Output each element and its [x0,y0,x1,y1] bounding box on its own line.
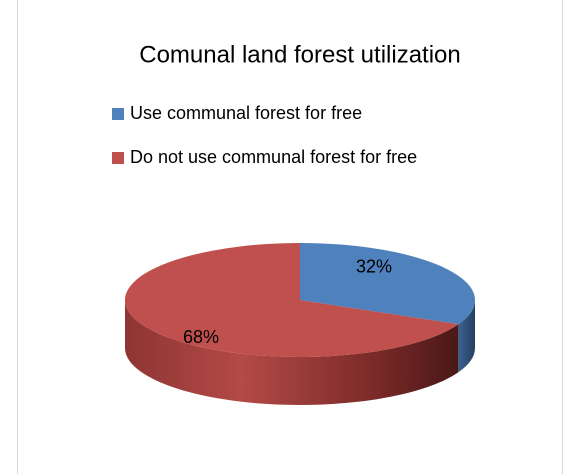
legend-swatch [112,152,124,164]
data-label: 68% [183,327,219,347]
pie-side [458,300,475,373]
pie-slice [124,243,459,357]
data-label: 32% [356,256,392,276]
legend-swatch [112,108,124,120]
pie-slice [300,243,475,325]
legend-label: Do not use communal forest for free [130,147,417,167]
chart-title: Comunal land forest utilization [139,41,461,68]
pie-side [125,300,459,405]
legend-label: Use communal forest for free [130,103,362,123]
